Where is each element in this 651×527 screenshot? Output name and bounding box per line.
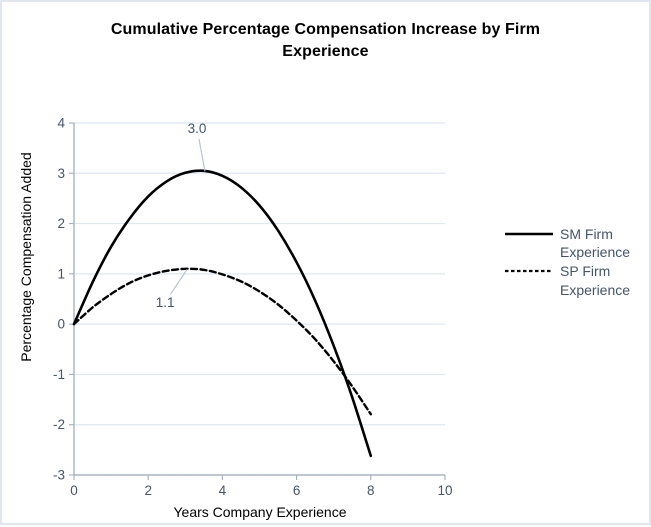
x-axis-title: Years Company Experience [173,504,347,520]
solid-line-swatch-icon [505,232,553,236]
y-tick-label: 0 [57,317,65,332]
x-tick-label: 10 [437,483,452,498]
y-tick-label: 4 [57,116,65,131]
legend-item-sp: SP Firm Experience [505,262,644,298]
legend-label-sm: SM Firm Experience [560,226,631,261]
legend-item-sm: SM Firm Experience [505,225,644,261]
y-tick-label: 2 [57,216,65,231]
dashed-line-swatch-icon [505,270,553,273]
x-tick-label: 0 [70,483,78,498]
x-tick-label: 6 [293,483,301,498]
data-label: 3.0 [188,121,207,136]
data-label-leader-line [170,268,188,295]
x-tick-label: 8 [367,483,375,498]
x-tick-label: 4 [219,483,227,498]
legend: SM Firm Experience SP Firm Experience [505,225,644,299]
chart-title-line2: Experience [282,43,369,61]
legend-label-sp: SP Firm Experience [560,263,631,298]
y-tick-label: 3 [57,166,65,181]
y-tick-label: -3 [53,468,65,483]
y-tick-label: -2 [53,417,65,432]
data-label: 1.1 [156,295,175,310]
data-label-leader-line [198,138,206,172]
series-line-sm [72,169,373,458]
y-tick-label: 1 [57,266,65,281]
series-line-sp [72,267,372,416]
x-tick-label: 2 [144,483,152,498]
chart-title: Cumulative Percentage Compensation Incre… [2,19,649,64]
y-tick-label: -1 [53,367,65,382]
chart-title-line1: Cumulative Percentage Compensation Incre… [110,21,541,38]
